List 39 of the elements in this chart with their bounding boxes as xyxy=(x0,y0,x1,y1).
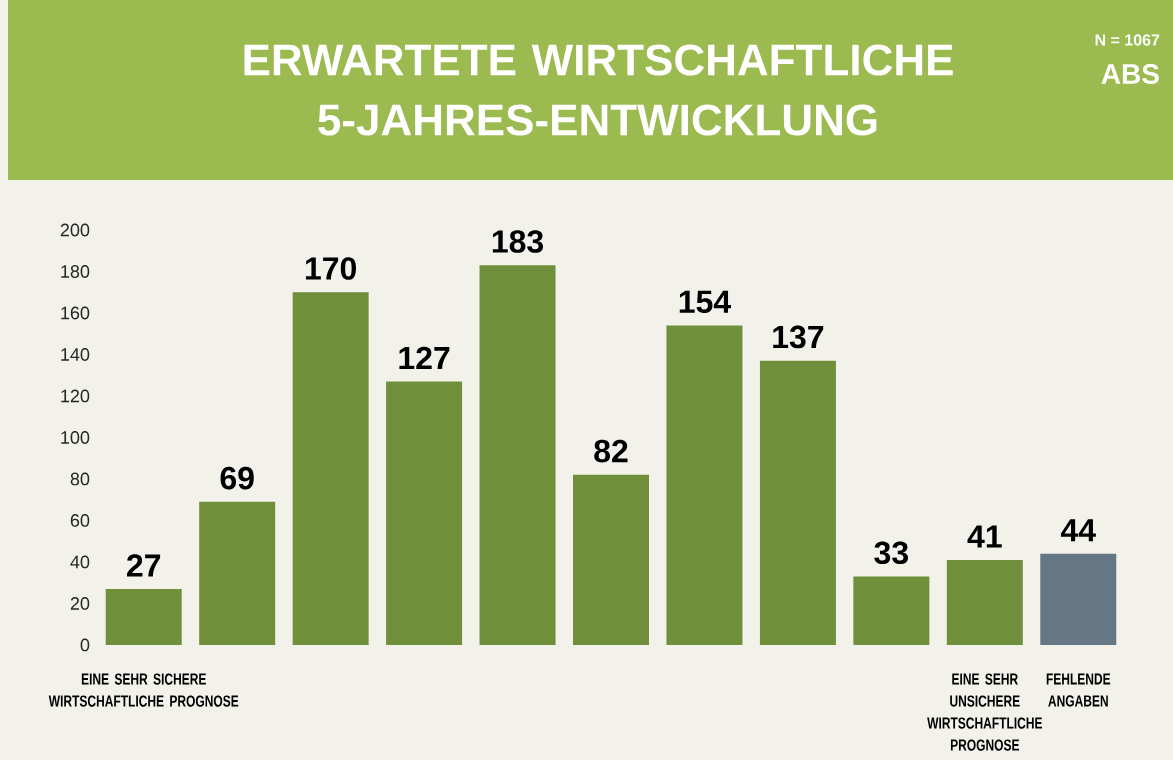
y-tick-label: 140 xyxy=(61,348,90,361)
data-label: 154 xyxy=(679,290,731,314)
y-tick-label: 20 xyxy=(70,597,90,610)
bar xyxy=(386,381,463,645)
y-tick-label: 200 xyxy=(60,223,90,237)
y-tick-label: 0 xyxy=(80,638,90,652)
data-label: 69 xyxy=(220,466,254,490)
data-label: 44 xyxy=(1060,519,1096,542)
x-tick-label: EINE SEHR UNSICHERE WIRTSCHAFTLICHE PROGNOSE xyxy=(927,673,1042,751)
y-tick-label: 80 xyxy=(70,472,90,486)
text: N = 1067 xyxy=(1095,34,1160,46)
bar xyxy=(292,292,369,645)
data-label: 127 xyxy=(399,346,450,370)
data-label: 33 xyxy=(874,541,908,565)
y-tick-label: 160 xyxy=(61,306,90,320)
bar xyxy=(479,265,556,645)
y-tick-label: 40 xyxy=(70,555,90,569)
bar xyxy=(666,325,743,645)
data-label: 137 xyxy=(773,325,824,349)
x-tick-label: EINE SEHR SICHERE WIRTSCHAFTLICHE PROGNOSE xyxy=(48,673,239,707)
bar xyxy=(946,559,1023,645)
bar xyxy=(199,501,276,645)
y-tick-label: 180 xyxy=(61,265,90,278)
y-tick-label: 60 xyxy=(70,514,90,527)
bar xyxy=(853,576,930,645)
y-tick-label: 120 xyxy=(61,389,90,403)
data-label: 170 xyxy=(305,257,356,280)
bar xyxy=(105,588,182,645)
bar xyxy=(759,360,836,645)
data-label: 183 xyxy=(492,230,544,253)
data-label: 27 xyxy=(127,554,161,577)
data-label: 41 xyxy=(967,525,1002,548)
chart-title: ERWARTETE WIRTSCHAFTLICHE 5-JAHRES-ENTWICKLUNG xyxy=(244,44,953,136)
text: ABS xyxy=(1101,64,1159,84)
x-tick-label: FEHLENDE ANGABEN xyxy=(1046,673,1111,707)
bar xyxy=(573,474,649,645)
data-label: 82 xyxy=(594,439,628,463)
y-tick-label: 100 xyxy=(61,431,90,444)
bar xyxy=(1040,553,1117,645)
